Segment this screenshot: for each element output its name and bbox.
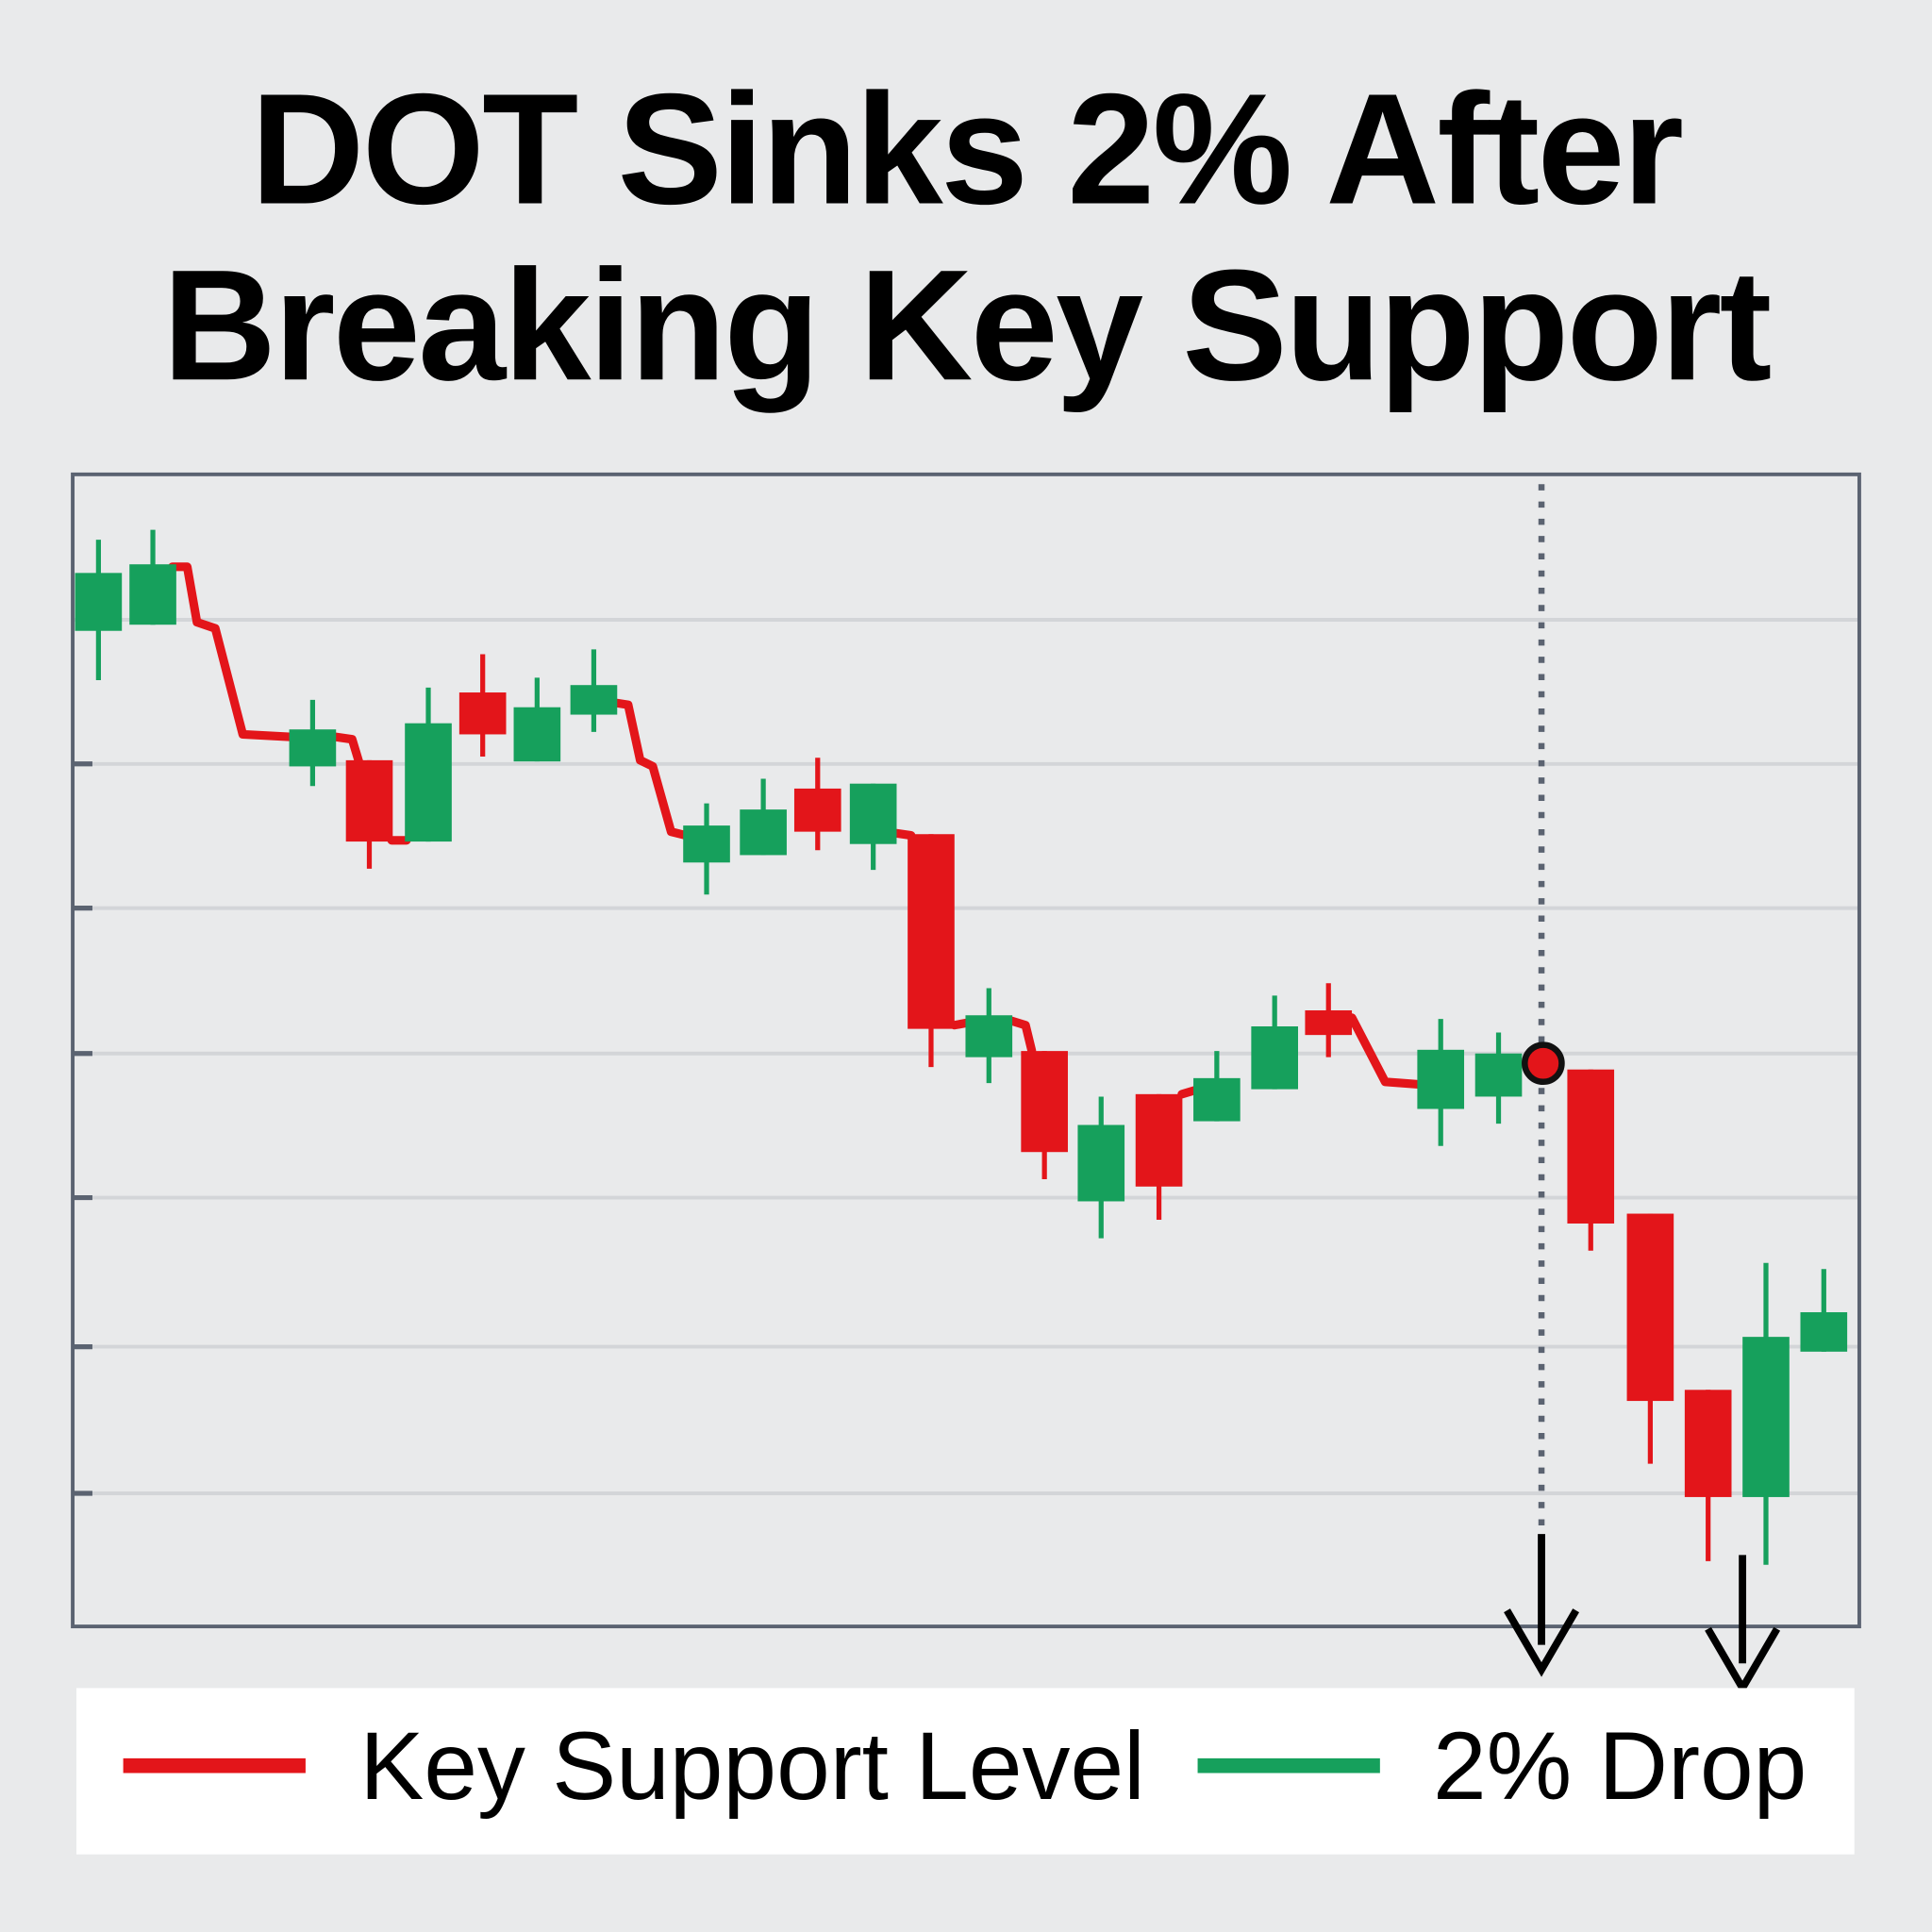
candle-body-down [908, 834, 955, 1029]
candle-body-up [1474, 1053, 1523, 1097]
candle-body-up [1077, 1124, 1125, 1202]
candle-body-up [849, 783, 897, 844]
candles [75, 529, 1848, 1565]
candle-body-up [513, 707, 561, 762]
plot-frame [71, 472, 1861, 1629]
candle-body-up [1800, 1312, 1848, 1352]
legend: Key Support Level 2% Drop [75, 1688, 1855, 1855]
candle-body-up [1193, 1077, 1241, 1122]
candle-body-down [345, 759, 393, 842]
candle-body-down [1021, 1051, 1068, 1153]
candle-body-up [1251, 1026, 1298, 1090]
support-line-segment [330, 732, 364, 769]
chart-title-line-1: DOT Sinks 2% After [251, 62, 1682, 238]
candle-body-up [1742, 1337, 1790, 1497]
chart-title-line-2: Breaking Key Support [162, 238, 1770, 413]
candle-body-down [1626, 1213, 1674, 1402]
candle-body-down [793, 788, 841, 832]
legend-box [75, 1688, 1855, 1855]
candle-body-up [740, 809, 787, 856]
candle-body-down [1684, 1390, 1732, 1497]
support-line-segment [1177, 1086, 1199, 1099]
candle-body-down [1567, 1069, 1615, 1224]
candle-body-down [458, 692, 507, 735]
candle-body-up [570, 685, 618, 715]
support-line-segment [168, 562, 294, 741]
breakout-marker [1522, 1041, 1565, 1086]
support-line-segment [608, 697, 691, 841]
y-axis-ticks [73, 761, 92, 1496]
legend-label-drop: 2% Drop [1433, 1712, 1807, 1820]
support-line-segment [1347, 1013, 1424, 1089]
support-line-segment [1005, 1015, 1037, 1056]
candle-body-up [289, 729, 337, 767]
candle-body-down [1135, 1093, 1183, 1187]
breakout-marker-dot [1522, 1041, 1565, 1086]
candle-body-up [965, 1015, 1013, 1058]
candle-body-up [1417, 1049, 1465, 1109]
candle-body-up [405, 723, 452, 842]
candle-body-down [1305, 1010, 1353, 1036]
candle-body-up [683, 825, 730, 863]
legend-label-key-support: Key Support Level [359, 1712, 1144, 1820]
down-arrow-head [1504, 1608, 1580, 1677]
candle-body-up [75, 573, 123, 631]
candle-body-up [129, 564, 176, 625]
